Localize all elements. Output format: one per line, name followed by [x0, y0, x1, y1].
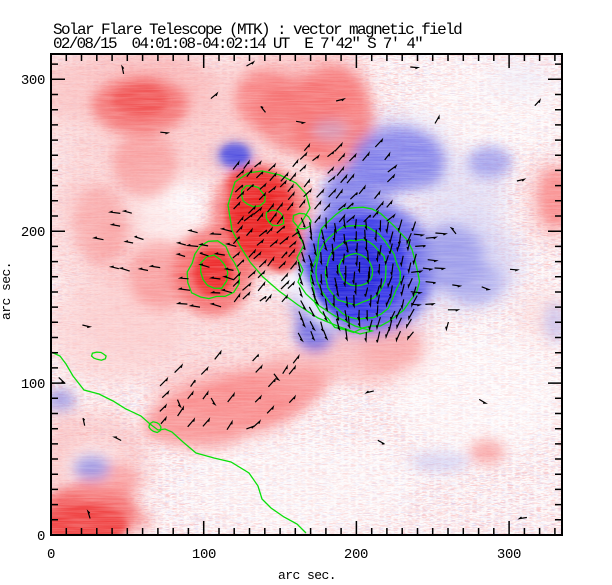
svg-text:300: 300 [497, 547, 521, 563]
svg-text:Solar Flare Telescope (MTK) :: Solar Flare Telescope (MTK) : vector mag… [53, 21, 462, 39]
svg-text:100: 100 [21, 377, 45, 393]
svg-text:arc sec.: arc sec. [0, 262, 14, 320]
svg-text:arc sec.: arc sec. [278, 568, 336, 583]
svg-text:0: 0 [37, 529, 45, 545]
svg-text:300: 300 [21, 73, 45, 89]
svg-text:100: 100 [192, 547, 216, 563]
svg-text:200: 200 [344, 547, 368, 563]
svg-text:0: 0 [47, 547, 55, 563]
svg-text:200: 200 [21, 225, 45, 241]
svg-text:02/08/15 04:01:08-04:02:14 UT: 02/08/15 04:01:08-04:02:14 UT E 7'42" S … [53, 35, 422, 53]
